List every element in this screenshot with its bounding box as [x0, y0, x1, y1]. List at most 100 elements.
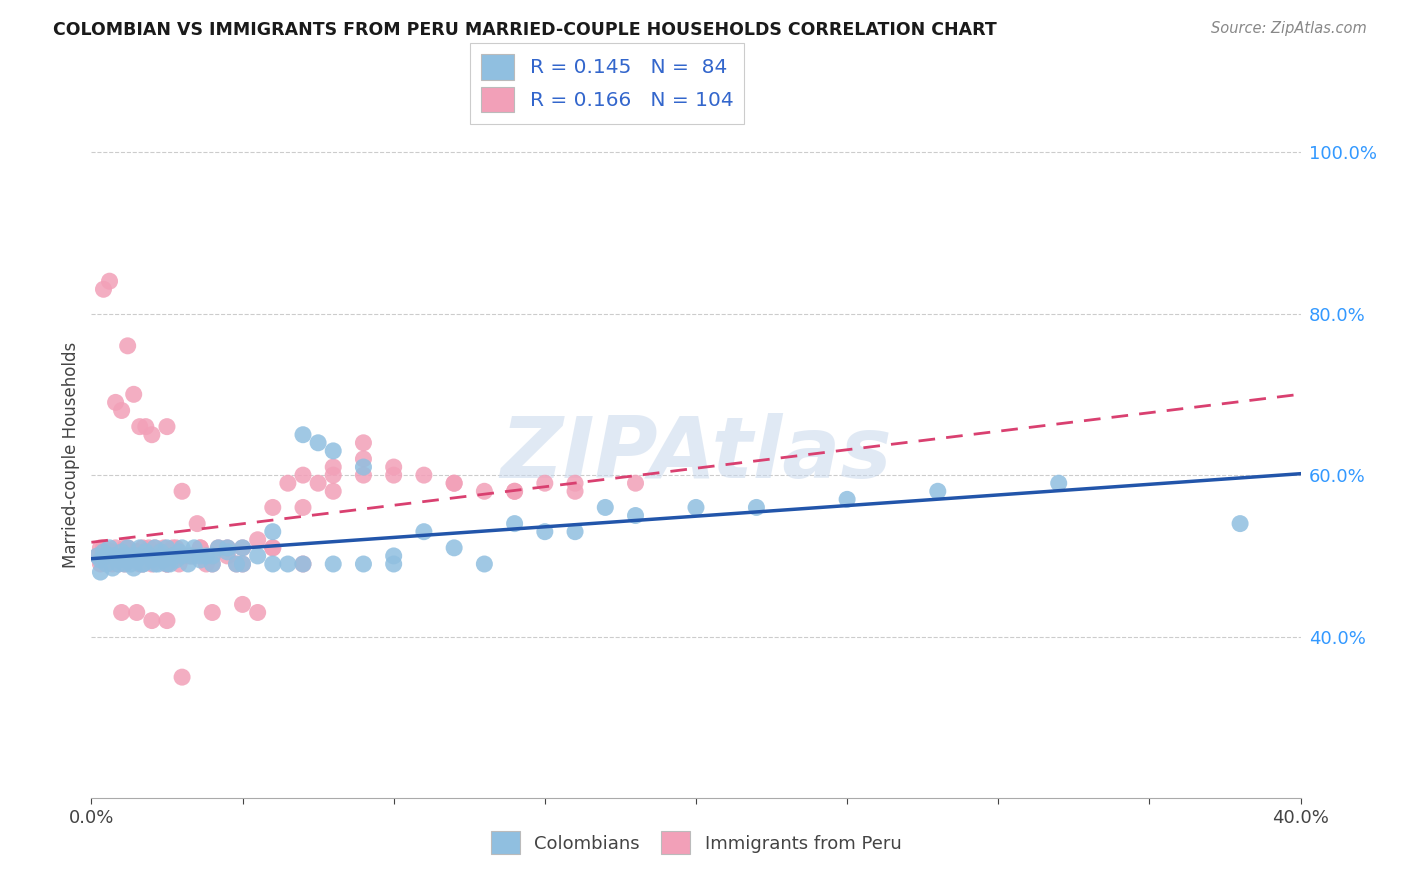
Point	[307, 435, 329, 450]
Point	[125, 606, 148, 620]
Point	[128, 541, 150, 555]
Point	[225, 557, 247, 571]
Point	[262, 541, 284, 555]
Point	[141, 427, 163, 442]
Point	[114, 557, 136, 571]
Point	[443, 476, 465, 491]
Text: ZIPAtlas: ZIPAtlas	[501, 413, 891, 497]
Point	[128, 419, 150, 434]
Point	[201, 606, 224, 620]
Point	[149, 545, 172, 559]
Point	[172, 549, 194, 563]
Point	[135, 553, 157, 567]
Point	[141, 557, 163, 571]
Point	[111, 545, 132, 559]
Point	[262, 541, 284, 555]
Point	[122, 387, 145, 401]
Point	[172, 541, 194, 555]
Point	[122, 553, 145, 567]
Point	[117, 541, 139, 555]
Point	[217, 541, 239, 555]
Point	[89, 565, 111, 579]
Point	[201, 549, 224, 563]
Point	[231, 557, 253, 571]
Point	[352, 460, 374, 475]
Point	[141, 553, 163, 567]
Point	[101, 549, 124, 563]
Point	[104, 541, 127, 555]
Point	[352, 452, 374, 467]
Point	[172, 549, 194, 563]
Point	[107, 557, 129, 571]
Point	[143, 557, 166, 571]
Point	[217, 545, 239, 559]
Point	[217, 541, 239, 555]
Point	[104, 549, 127, 563]
Point	[93, 282, 115, 296]
Point	[1229, 516, 1251, 531]
Point	[93, 545, 115, 559]
Point	[146, 549, 169, 563]
Point	[195, 549, 218, 563]
Point	[745, 500, 768, 515]
Point	[413, 468, 436, 483]
Point	[685, 500, 707, 515]
Point	[156, 541, 179, 555]
Point	[101, 545, 124, 559]
Point	[246, 606, 269, 620]
Point	[188, 549, 211, 563]
Point	[149, 549, 172, 563]
Point	[172, 670, 194, 684]
Point	[143, 541, 166, 555]
Point	[186, 516, 208, 531]
Point	[165, 541, 187, 555]
Point	[292, 557, 315, 571]
Point	[125, 553, 148, 567]
Point	[135, 545, 157, 559]
Point	[162, 541, 184, 555]
Point	[382, 549, 405, 563]
Point	[413, 524, 436, 539]
Legend: Colombians, Immigrants from Peru: Colombians, Immigrants from Peru	[484, 824, 908, 862]
Point	[143, 553, 166, 567]
Point	[624, 476, 647, 491]
Point	[564, 484, 586, 499]
Point	[96, 549, 118, 563]
Point	[207, 541, 229, 555]
Point	[156, 419, 179, 434]
Point	[624, 508, 647, 523]
Point	[180, 549, 202, 563]
Point	[98, 545, 121, 559]
Point	[122, 561, 145, 575]
Point	[107, 553, 129, 567]
Point	[382, 460, 405, 475]
Point	[159, 545, 181, 559]
Point	[149, 553, 172, 567]
Point	[292, 468, 315, 483]
Point	[89, 541, 111, 555]
Point	[143, 541, 166, 555]
Point	[153, 541, 176, 555]
Point	[352, 468, 374, 483]
Point	[132, 557, 155, 571]
Point	[188, 553, 211, 567]
Point	[322, 557, 344, 571]
Point	[146, 557, 169, 571]
Point	[138, 541, 160, 555]
Point	[162, 549, 184, 563]
Point	[183, 541, 205, 555]
Point	[231, 541, 253, 555]
Point	[128, 557, 150, 571]
Point	[138, 549, 160, 563]
Point	[120, 549, 142, 563]
Point	[533, 476, 555, 491]
Point	[927, 484, 949, 499]
Point	[277, 557, 299, 571]
Point	[141, 614, 163, 628]
Point	[177, 557, 200, 571]
Point	[165, 553, 187, 567]
Point	[96, 557, 118, 571]
Point	[231, 598, 253, 612]
Point	[322, 484, 344, 499]
Point	[111, 606, 132, 620]
